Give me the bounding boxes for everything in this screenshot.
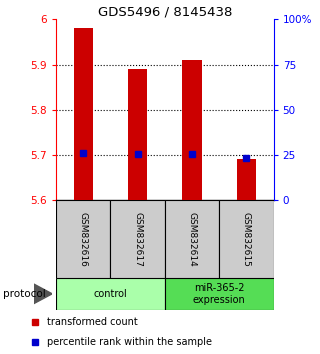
Text: miR-365-2
expression: miR-365-2 expression xyxy=(193,283,245,305)
Bar xyxy=(56,200,110,278)
Bar xyxy=(128,69,147,200)
Text: protocol: protocol xyxy=(3,289,46,299)
Text: GSM832614: GSM832614 xyxy=(188,212,196,266)
Text: transformed count: transformed count xyxy=(47,317,138,327)
Bar xyxy=(219,200,274,278)
Bar xyxy=(74,29,93,200)
Bar xyxy=(182,60,202,200)
Bar xyxy=(110,200,165,278)
Text: control: control xyxy=(93,289,127,299)
Polygon shape xyxy=(34,284,52,304)
Bar xyxy=(56,278,165,310)
Bar xyxy=(165,278,274,310)
Text: GSM832616: GSM832616 xyxy=(79,211,88,267)
Bar xyxy=(165,200,219,278)
Title: GDS5496 / 8145438: GDS5496 / 8145438 xyxy=(98,5,232,18)
Text: GSM832615: GSM832615 xyxy=(242,211,251,267)
Bar xyxy=(237,159,256,200)
Text: GSM832617: GSM832617 xyxy=(133,211,142,267)
Text: percentile rank within the sample: percentile rank within the sample xyxy=(47,337,212,347)
